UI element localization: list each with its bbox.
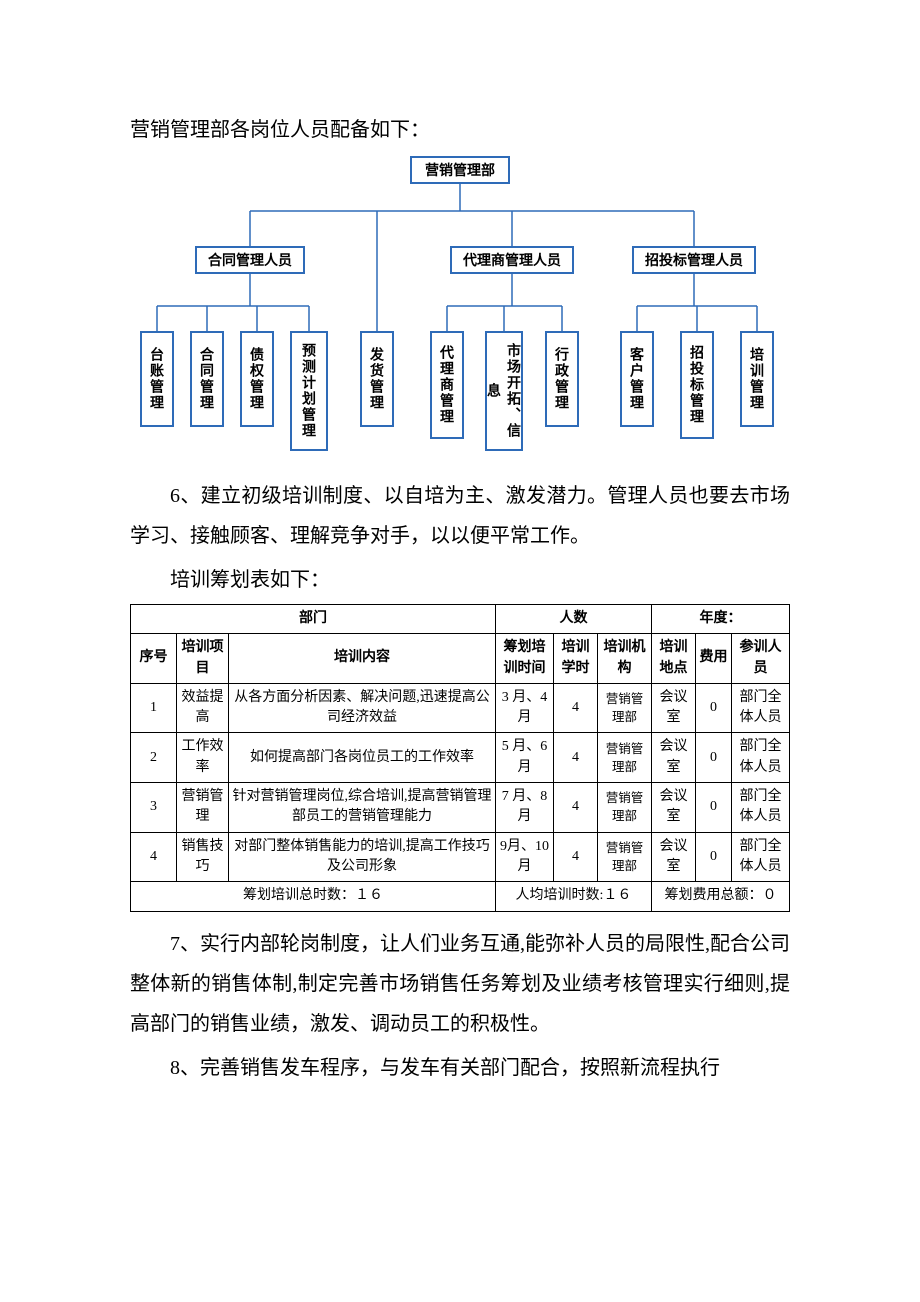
paragraph-6: 6、建立初级培训制度、以自培为主、激发潜力。管理人员也要去市场学习、接触顾客、理… [130, 476, 790, 556]
paragraph-7: 7、实行内部轮岗制度，让人们业务互通,能弥补人员的局限性,配合公司整体新的销售体… [130, 924, 790, 1044]
table-cell: 3 [131, 783, 177, 833]
table-cell: 营销管理部 [598, 683, 652, 733]
table-cell: 部门全体人员 [732, 683, 790, 733]
col-header: 参训人员 [732, 634, 790, 684]
org-node: 发货管理 [360, 331, 394, 427]
section-header-year: 年度： [652, 605, 790, 634]
footer-total-hours: 筹划培训总时数：１６ [131, 882, 496, 911]
org-node: 预测计划管理 [290, 331, 328, 451]
table-cell: 营销管理部 [598, 733, 652, 783]
org-node: 招投标管理人员 [632, 246, 756, 274]
table-cell: 工作效率 [177, 733, 229, 783]
table-cell: 0 [696, 733, 732, 783]
table-row: 3营销管理针对营销管理岗位,综合培训,提高营销管理部员工的营销管理能力7 月、8… [131, 783, 790, 833]
org-node: 合同管理人员 [195, 246, 305, 274]
org-node: 招投标管理 [680, 331, 714, 439]
page: 营销管理部各岗位人员配备如下： 营销管理部合同管理人员代理商管理人员招投标管理人… [0, 0, 920, 1302]
org-node: 营销管理部 [410, 156, 510, 184]
col-header: 筹划培训时间 [496, 634, 554, 684]
table-cell: 效益提高 [177, 683, 229, 733]
col-header: 培训地点 [652, 634, 696, 684]
table-cell: 对部门整体销售能力的培训,提高工作技巧及公司形象 [229, 832, 496, 882]
col-header: 培训项目 [177, 634, 229, 684]
col-header: 培训机构 [598, 634, 652, 684]
intro-paragraph: 营销管理部各岗位人员配备如下： [130, 110, 790, 150]
col-header: 序号 [131, 634, 177, 684]
table-cell: 如何提高部门各岗位员工的工作效率 [229, 733, 496, 783]
table-cell: 部门全体人员 [732, 733, 790, 783]
table-cell: 营销管理部 [598, 832, 652, 882]
table-cell: 会议室 [652, 832, 696, 882]
table-cell: 5 月、6月 [496, 733, 554, 783]
table-cell: 9月、10月 [496, 832, 554, 882]
table-cell: 从各方面分析因素、解决问题,迅速提高公司经济效益 [229, 683, 496, 733]
table-cell: 0 [696, 832, 732, 882]
org-node: 合同管理 [190, 331, 224, 427]
table-cell: 会议室 [652, 683, 696, 733]
table-cell: 3 月、4月 [496, 683, 554, 733]
org-node: 台账管理 [140, 331, 174, 427]
table-cell: 4 [554, 783, 598, 833]
table-cell: 4 [554, 683, 598, 733]
plan-table-caption: 培训筹划表如下： [130, 560, 790, 600]
table-cell: 营销管理部 [598, 783, 652, 833]
table-cell: 销售技巧 [177, 832, 229, 882]
org-node: 债权管理 [240, 331, 274, 427]
col-header: 费用 [696, 634, 732, 684]
table-row: 4销售技巧对部门整体销售能力的培训,提高工作技巧及公司形象9月、10月4营销管理… [131, 832, 790, 882]
col-header: 培训学时 [554, 634, 598, 684]
org-node: 培训管理 [740, 331, 774, 427]
section-header-dept: 部门 [131, 605, 496, 634]
training-plan-table: 部门 人数 年度： 序号培训项目培训内容筹划培训时间培训学时培训机构培训地点费用… [130, 604, 790, 912]
table-cell: 会议室 [652, 733, 696, 783]
table-footer-row: 筹划培训总时数：１６ 人均培训时数:１６ 筹划费用总额：０ [131, 882, 790, 911]
org-node: 代理商管理 [430, 331, 464, 439]
table-cell: 0 [696, 783, 732, 833]
table-cell: 4 [554, 832, 598, 882]
table-cell: 1 [131, 683, 177, 733]
table-cell: 部门全体人员 [732, 832, 790, 882]
org-chart: 营销管理部合同管理人员 代理商管理人员 招投标管理人员台账管理合同管理债权管理预测计… [130, 156, 790, 466]
table-row: 2工作效率如何提高部门各岗位员工的工作效率5 月、6月4营销管理部会议室0部门全… [131, 733, 790, 783]
paragraph-8: 8、完善销售发车程序，与发车有关部门配合，按照新流程执行 [130, 1048, 790, 1088]
table-cell: 营销管理 [177, 783, 229, 833]
org-node: 行政管理 [545, 331, 579, 427]
table-column-header-row: 序号培训项目培训内容筹划培训时间培训学时培训机构培训地点费用参训人员 [131, 634, 790, 684]
table-cell: 针对营销管理岗位,综合培训,提高营销管理部员工的营销管理能力 [229, 783, 496, 833]
org-node: 市场开拓、信息 [485, 331, 523, 451]
table-section-header-row: 部门 人数 年度： [131, 605, 790, 634]
table-cell: 7 月、8月 [496, 783, 554, 833]
footer-total-fee: 筹划费用总额：０ [652, 882, 790, 911]
org-node: 代理商管理人员 [450, 246, 574, 274]
table-cell: 会议室 [652, 783, 696, 833]
table-cell: 0 [696, 683, 732, 733]
table-cell: 部门全体人员 [732, 783, 790, 833]
footer-per-capita: 人均培训时数:１６ [496, 882, 652, 911]
section-header-people: 人数 [496, 605, 652, 634]
org-node: 客户管理 [620, 331, 654, 427]
table-cell: 4 [131, 832, 177, 882]
table-cell: 4 [554, 733, 598, 783]
table-cell: 2 [131, 733, 177, 783]
table-row: 1效益提高从各方面分析因素、解决问题,迅速提高公司经济效益3 月、4月4营销管理… [131, 683, 790, 733]
col-header: 培训内容 [229, 634, 496, 684]
